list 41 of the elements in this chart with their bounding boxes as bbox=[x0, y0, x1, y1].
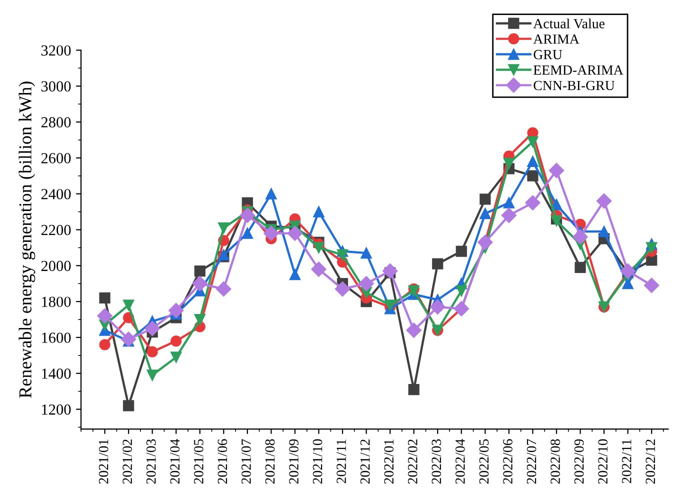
y-tick-label: 1800 bbox=[42, 296, 71, 307]
x-tick-label: 2021/11 bbox=[336, 440, 346, 484]
x-tick-label: 2022/03 bbox=[432, 439, 442, 484]
x-tick-label: 2022/10 bbox=[598, 439, 608, 484]
x-tick-label: 2022/12 bbox=[646, 440, 656, 484]
x-tick-label: 2021/07 bbox=[242, 439, 251, 484]
y-tick-label: 2400 bbox=[41, 188, 71, 200]
y-tick-label: 1600 bbox=[42, 332, 71, 343]
x-tick-label: 2021/08 bbox=[265, 439, 275, 484]
legend-label: Actual Value bbox=[533, 18, 605, 28]
x-tick-label: 2021/05 bbox=[194, 439, 204, 484]
x-tick-label: 2021/02 bbox=[122, 440, 132, 484]
x-tick-label: 2022/11 bbox=[622, 440, 632, 484]
x-tick-label: 2021/04 bbox=[170, 438, 180, 484]
y-tick-label: 1400 bbox=[42, 368, 71, 379]
x-tick-label: 2021/09 bbox=[289, 439, 298, 484]
x-tick-label: 2022/01 bbox=[384, 440, 394, 484]
x-tick-label: 2022/08 bbox=[550, 439, 560, 484]
legend-label: ARIMA bbox=[533, 34, 580, 44]
y-axis-title: Renewable energy generation (billion kWh) bbox=[18, 82, 36, 398]
legend-label: EEMD-ARIMA bbox=[534, 65, 624, 75]
y-tick-label: 2600 bbox=[41, 153, 71, 164]
legend-label: GRU bbox=[534, 50, 562, 60]
x-tick-label: 2022/07 bbox=[526, 439, 536, 484]
y-tick-label: 1200 bbox=[42, 404, 71, 415]
x-tick-label: 2021/01 bbox=[98, 440, 108, 484]
x-tick-label: 2022/06 bbox=[503, 439, 512, 484]
x-tick-label: 2022/05 bbox=[479, 439, 489, 484]
y-tick-label: 3000 bbox=[41, 81, 71, 92]
y-tick-label: 2200 bbox=[41, 224, 71, 236]
x-tick-label: 2022/04 bbox=[456, 438, 465, 484]
x-tick-label: 2021/12 bbox=[360, 440, 370, 484]
x-tick-label: 2022/09 bbox=[574, 439, 584, 484]
x-tick-label: 2021/06 bbox=[218, 439, 228, 484]
legend-label: CNN-BI-GRU bbox=[534, 80, 615, 90]
x-tick-label: 2022/02 bbox=[408, 440, 418, 484]
x-tick-label: 2021/03 bbox=[146, 439, 156, 484]
x-tick-label: 2021/10 bbox=[312, 439, 322, 484]
y-tick-label: 3200 bbox=[41, 45, 71, 56]
y-tick-label: 2000 bbox=[41, 260, 71, 272]
y-tick-label: 2800 bbox=[41, 117, 71, 128]
